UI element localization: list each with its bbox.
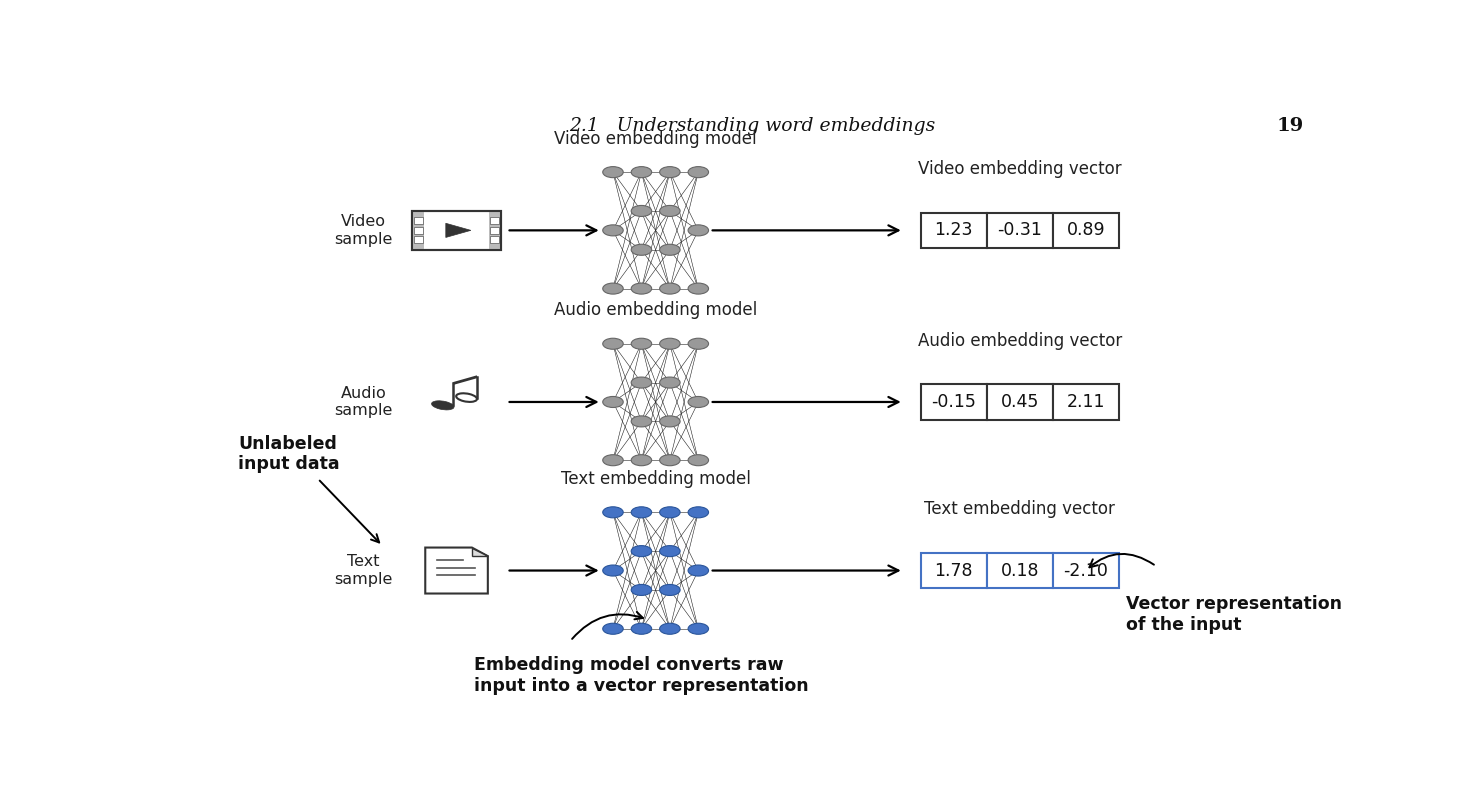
FancyBboxPatch shape xyxy=(490,217,499,224)
Text: -2.10: -2.10 xyxy=(1063,561,1108,579)
Circle shape xyxy=(659,205,680,217)
FancyBboxPatch shape xyxy=(986,552,1053,588)
Circle shape xyxy=(659,584,680,595)
Circle shape xyxy=(688,166,709,178)
Ellipse shape xyxy=(457,393,477,402)
FancyBboxPatch shape xyxy=(490,227,499,234)
FancyBboxPatch shape xyxy=(920,384,986,419)
Text: Audio embedding model: Audio embedding model xyxy=(553,301,757,319)
Circle shape xyxy=(659,623,680,634)
Ellipse shape xyxy=(432,401,454,410)
FancyBboxPatch shape xyxy=(413,211,424,249)
Circle shape xyxy=(631,507,652,518)
Circle shape xyxy=(659,545,680,556)
Circle shape xyxy=(659,455,680,466)
FancyBboxPatch shape xyxy=(414,236,423,244)
FancyBboxPatch shape xyxy=(920,552,986,588)
Circle shape xyxy=(603,338,624,349)
Circle shape xyxy=(631,416,652,427)
Circle shape xyxy=(631,205,652,217)
Circle shape xyxy=(631,623,652,634)
Text: 2.1   Understanding word embeddings: 2.1 Understanding word embeddings xyxy=(570,117,935,135)
Polygon shape xyxy=(446,224,471,237)
Circle shape xyxy=(688,623,709,634)
Circle shape xyxy=(688,507,709,518)
Circle shape xyxy=(603,166,624,178)
Circle shape xyxy=(631,584,652,595)
Text: 1.23: 1.23 xyxy=(935,221,973,240)
Text: Vector representation
of the input: Vector representation of the input xyxy=(1126,595,1342,634)
Circle shape xyxy=(631,283,652,294)
Circle shape xyxy=(659,166,680,178)
Circle shape xyxy=(631,545,652,556)
Circle shape xyxy=(603,396,624,408)
Circle shape xyxy=(631,166,652,178)
Circle shape xyxy=(688,283,709,294)
FancyBboxPatch shape xyxy=(489,211,501,249)
Text: Embedding model converts raw
input into a vector representation: Embedding model converts raw input into … xyxy=(474,657,809,695)
Text: Text embedding vector: Text embedding vector xyxy=(925,501,1116,518)
FancyBboxPatch shape xyxy=(920,213,986,248)
Text: Audio
sample: Audio sample xyxy=(335,386,392,418)
Circle shape xyxy=(631,244,652,256)
Circle shape xyxy=(659,244,680,256)
FancyBboxPatch shape xyxy=(413,211,501,249)
Text: 19: 19 xyxy=(1277,117,1304,135)
FancyBboxPatch shape xyxy=(1053,384,1119,419)
Text: Text
sample: Text sample xyxy=(335,554,392,587)
FancyBboxPatch shape xyxy=(490,236,499,244)
Text: Video embedding model: Video embedding model xyxy=(555,130,757,147)
Text: 0.18: 0.18 xyxy=(1001,561,1039,579)
Circle shape xyxy=(688,338,709,349)
Circle shape xyxy=(659,507,680,518)
Circle shape xyxy=(603,507,624,518)
Polygon shape xyxy=(471,548,487,556)
FancyBboxPatch shape xyxy=(986,384,1053,419)
Circle shape xyxy=(688,455,709,466)
Circle shape xyxy=(688,565,709,576)
Circle shape xyxy=(659,338,680,349)
Circle shape xyxy=(603,455,624,466)
Text: 2.11: 2.11 xyxy=(1066,393,1105,411)
Circle shape xyxy=(659,283,680,294)
Text: 1.78: 1.78 xyxy=(935,561,973,579)
Circle shape xyxy=(688,224,709,236)
Circle shape xyxy=(631,455,652,466)
Polygon shape xyxy=(426,548,487,594)
FancyBboxPatch shape xyxy=(414,217,423,224)
Text: Audio embedding vector: Audio embedding vector xyxy=(918,332,1122,350)
Circle shape xyxy=(631,377,652,388)
Circle shape xyxy=(603,224,624,236)
FancyBboxPatch shape xyxy=(414,227,423,234)
Circle shape xyxy=(603,623,624,634)
Text: -0.31: -0.31 xyxy=(997,221,1042,240)
Circle shape xyxy=(603,283,624,294)
Text: Video embedding vector: Video embedding vector xyxy=(918,160,1122,178)
Circle shape xyxy=(659,377,680,388)
FancyBboxPatch shape xyxy=(1053,552,1119,588)
Circle shape xyxy=(631,338,652,349)
Circle shape xyxy=(603,565,624,576)
FancyBboxPatch shape xyxy=(986,213,1053,248)
Circle shape xyxy=(659,416,680,427)
Text: Video
sample: Video sample xyxy=(335,214,392,247)
Text: Unlabeled
input data: Unlabeled input data xyxy=(238,435,339,474)
Circle shape xyxy=(688,396,709,408)
FancyBboxPatch shape xyxy=(1053,213,1119,248)
Text: Text embedding model: Text embedding model xyxy=(561,470,750,488)
Text: -0.15: -0.15 xyxy=(931,393,976,411)
Text: 0.89: 0.89 xyxy=(1066,221,1105,240)
Text: 0.45: 0.45 xyxy=(1001,393,1039,411)
